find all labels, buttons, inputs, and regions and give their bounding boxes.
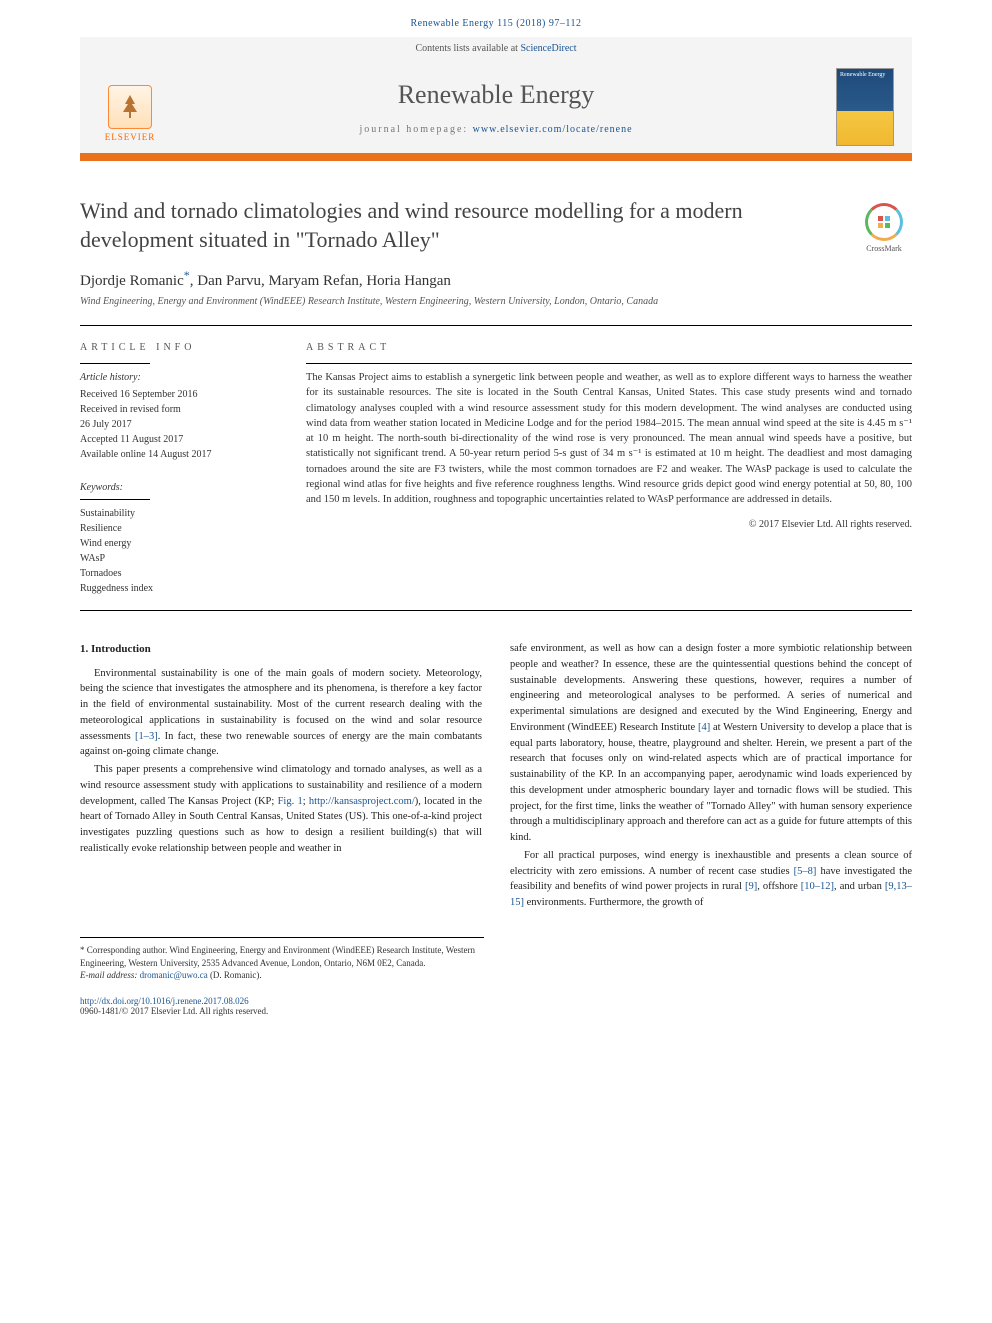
journal-header-block: ELSEVIER Renewable Energy Renewable Ener… (80, 60, 912, 153)
sciencedirect-link[interactable]: ScienceDirect (520, 43, 576, 54)
crossmark-label: CrossMark (866, 244, 902, 253)
accepted-date: Accepted 11 August 2017 (80, 434, 183, 445)
keyword: Resilience (80, 523, 122, 534)
elsevier-logo: ELSEVIER (98, 72, 162, 142)
text: , and urban (834, 881, 885, 892)
email-suffix: (D. Romanic). (208, 970, 262, 980)
journal-name: Renewable Energy (92, 70, 900, 124)
homepage-label: journal homepage: (359, 124, 472, 135)
footnote-block: * Corresponding author. Wind Engineering… (80, 937, 484, 982)
text: environments. Furthermore, the growth of (524, 897, 703, 908)
doi-link[interactable]: http://dx.doi.org/10.1016/j.renene.2017.… (80, 996, 249, 1006)
crossmark-icon (865, 203, 903, 241)
ref-link[interactable]: [10–12] (801, 881, 834, 892)
received-date: Received 16 September 2016 (80, 389, 197, 400)
revised-date: 26 July 2017 (80, 419, 132, 430)
abstract-column: ABSTRACT The Kansas Project aims to esta… (306, 342, 912, 596)
keywords-label: Keywords: (80, 480, 278, 495)
text: at Western University to develop a place… (510, 722, 912, 843)
keyword: Tornadoes (80, 568, 122, 579)
ref-link[interactable]: [5–8] (794, 866, 817, 877)
right-column: safe environment, as well as how can a d… (510, 641, 912, 913)
kw-rule (80, 499, 150, 500)
paragraph: Environmental sustainability is one of t… (80, 666, 482, 761)
article-title: Wind and tornado climatologies and wind … (80, 197, 912, 254)
ref-link[interactable]: [1–3] (135, 731, 158, 742)
journal-homepage: journal homepage: www.elsevier.com/locat… (92, 124, 900, 135)
section-title-1: 1. Introduction (80, 641, 482, 658)
contents-label: Contents lists available at (415, 43, 520, 54)
keyword: Ruggedness index (80, 583, 153, 594)
contents-bar: Contents lists available at ScienceDirec… (80, 37, 912, 60)
ref-link[interactable]: [9] (745, 881, 757, 892)
affiliation: Wind Engineering, Energy and Environment… (80, 296, 912, 307)
online-date: Available online 14 August 2017 (80, 449, 211, 460)
elsevier-tree-icon (108, 85, 152, 129)
crossmark-badge[interactable]: CrossMark (856, 203, 912, 259)
issn-copyright: 0960-1481/© 2017 Elsevier Ltd. All right… (80, 1006, 268, 1016)
keyword: Sustainability (80, 508, 135, 519)
keyword: WAsP (80, 553, 105, 564)
article-header: CrossMark Wind and tornado climatologies… (80, 197, 912, 307)
journal-cover-thumbnail: Renewable Energy (836, 68, 894, 146)
text: , offshore (757, 881, 801, 892)
running-header: Renewable Energy 115 (2018) 97–112 (0, 0, 992, 37)
email-link[interactable]: dromanic@uwo.ca (140, 970, 208, 980)
paragraph: safe environment, as well as how can a d… (510, 641, 912, 846)
paragraph: This paper presents a comprehensive wind… (80, 762, 482, 857)
article-info-column: ARTICLE INFO Article history: Received 1… (80, 342, 278, 596)
article-info-head: ARTICLE INFO (80, 342, 278, 353)
article-history: Article history: Received 16 September 2… (80, 370, 278, 495)
figure-ref[interactable]: Fig. 1 (278, 796, 303, 807)
abstract-copyright: © 2017 Elsevier Ltd. All rights reserved… (306, 519, 912, 530)
ref-link[interactable]: [4] (698, 722, 710, 733)
info-rule (80, 363, 150, 364)
url-link[interactable]: http://kansasproject.com/ (309, 796, 415, 807)
publisher-name: ELSEVIER (105, 132, 156, 142)
author-1: Djordje Romanic (80, 273, 184, 289)
paragraph: For all practical purposes, wind energy … (510, 848, 912, 911)
bottom-block: http://dx.doi.org/10.1016/j.renene.2017.… (80, 996, 912, 1016)
divider (80, 610, 912, 611)
history-label: Article history: (80, 370, 278, 385)
revised-label: Received in revised form (80, 404, 181, 415)
text: safe environment, as well as how can a d… (510, 643, 912, 733)
homepage-link[interactable]: www.elsevier.com/locate/renene (473, 124, 633, 135)
abstract-head: ABSTRACT (306, 342, 912, 353)
left-column: 1. Introduction Environmental sustainabi… (80, 641, 482, 913)
corresponding-author-note: * Corresponding author. Wind Engineering… (80, 944, 484, 969)
email-label: E-mail address: (80, 970, 140, 980)
body-columns: 1. Introduction Environmental sustainabi… (80, 641, 912, 913)
meta-abstract-row: ARTICLE INFO Article history: Received 1… (80, 326, 912, 610)
email-line: E-mail address: dromanic@uwo.ca (D. Roma… (80, 969, 484, 982)
abstract-text: The Kansas Project aims to establish a s… (306, 370, 912, 507)
authors-rest: , Dan Parvu, Maryam Refan, Horia Hangan (190, 273, 451, 289)
keyword: Wind energy (80, 538, 131, 549)
author-list: Djordje Romanic*, Dan Parvu, Maryam Refa… (80, 268, 912, 290)
orange-divider (80, 153, 912, 161)
abstract-rule (306, 363, 912, 364)
keywords-list: Sustainability Resilience Wind energy WA… (80, 506, 278, 596)
cover-title: Renewable Energy (840, 72, 890, 78)
